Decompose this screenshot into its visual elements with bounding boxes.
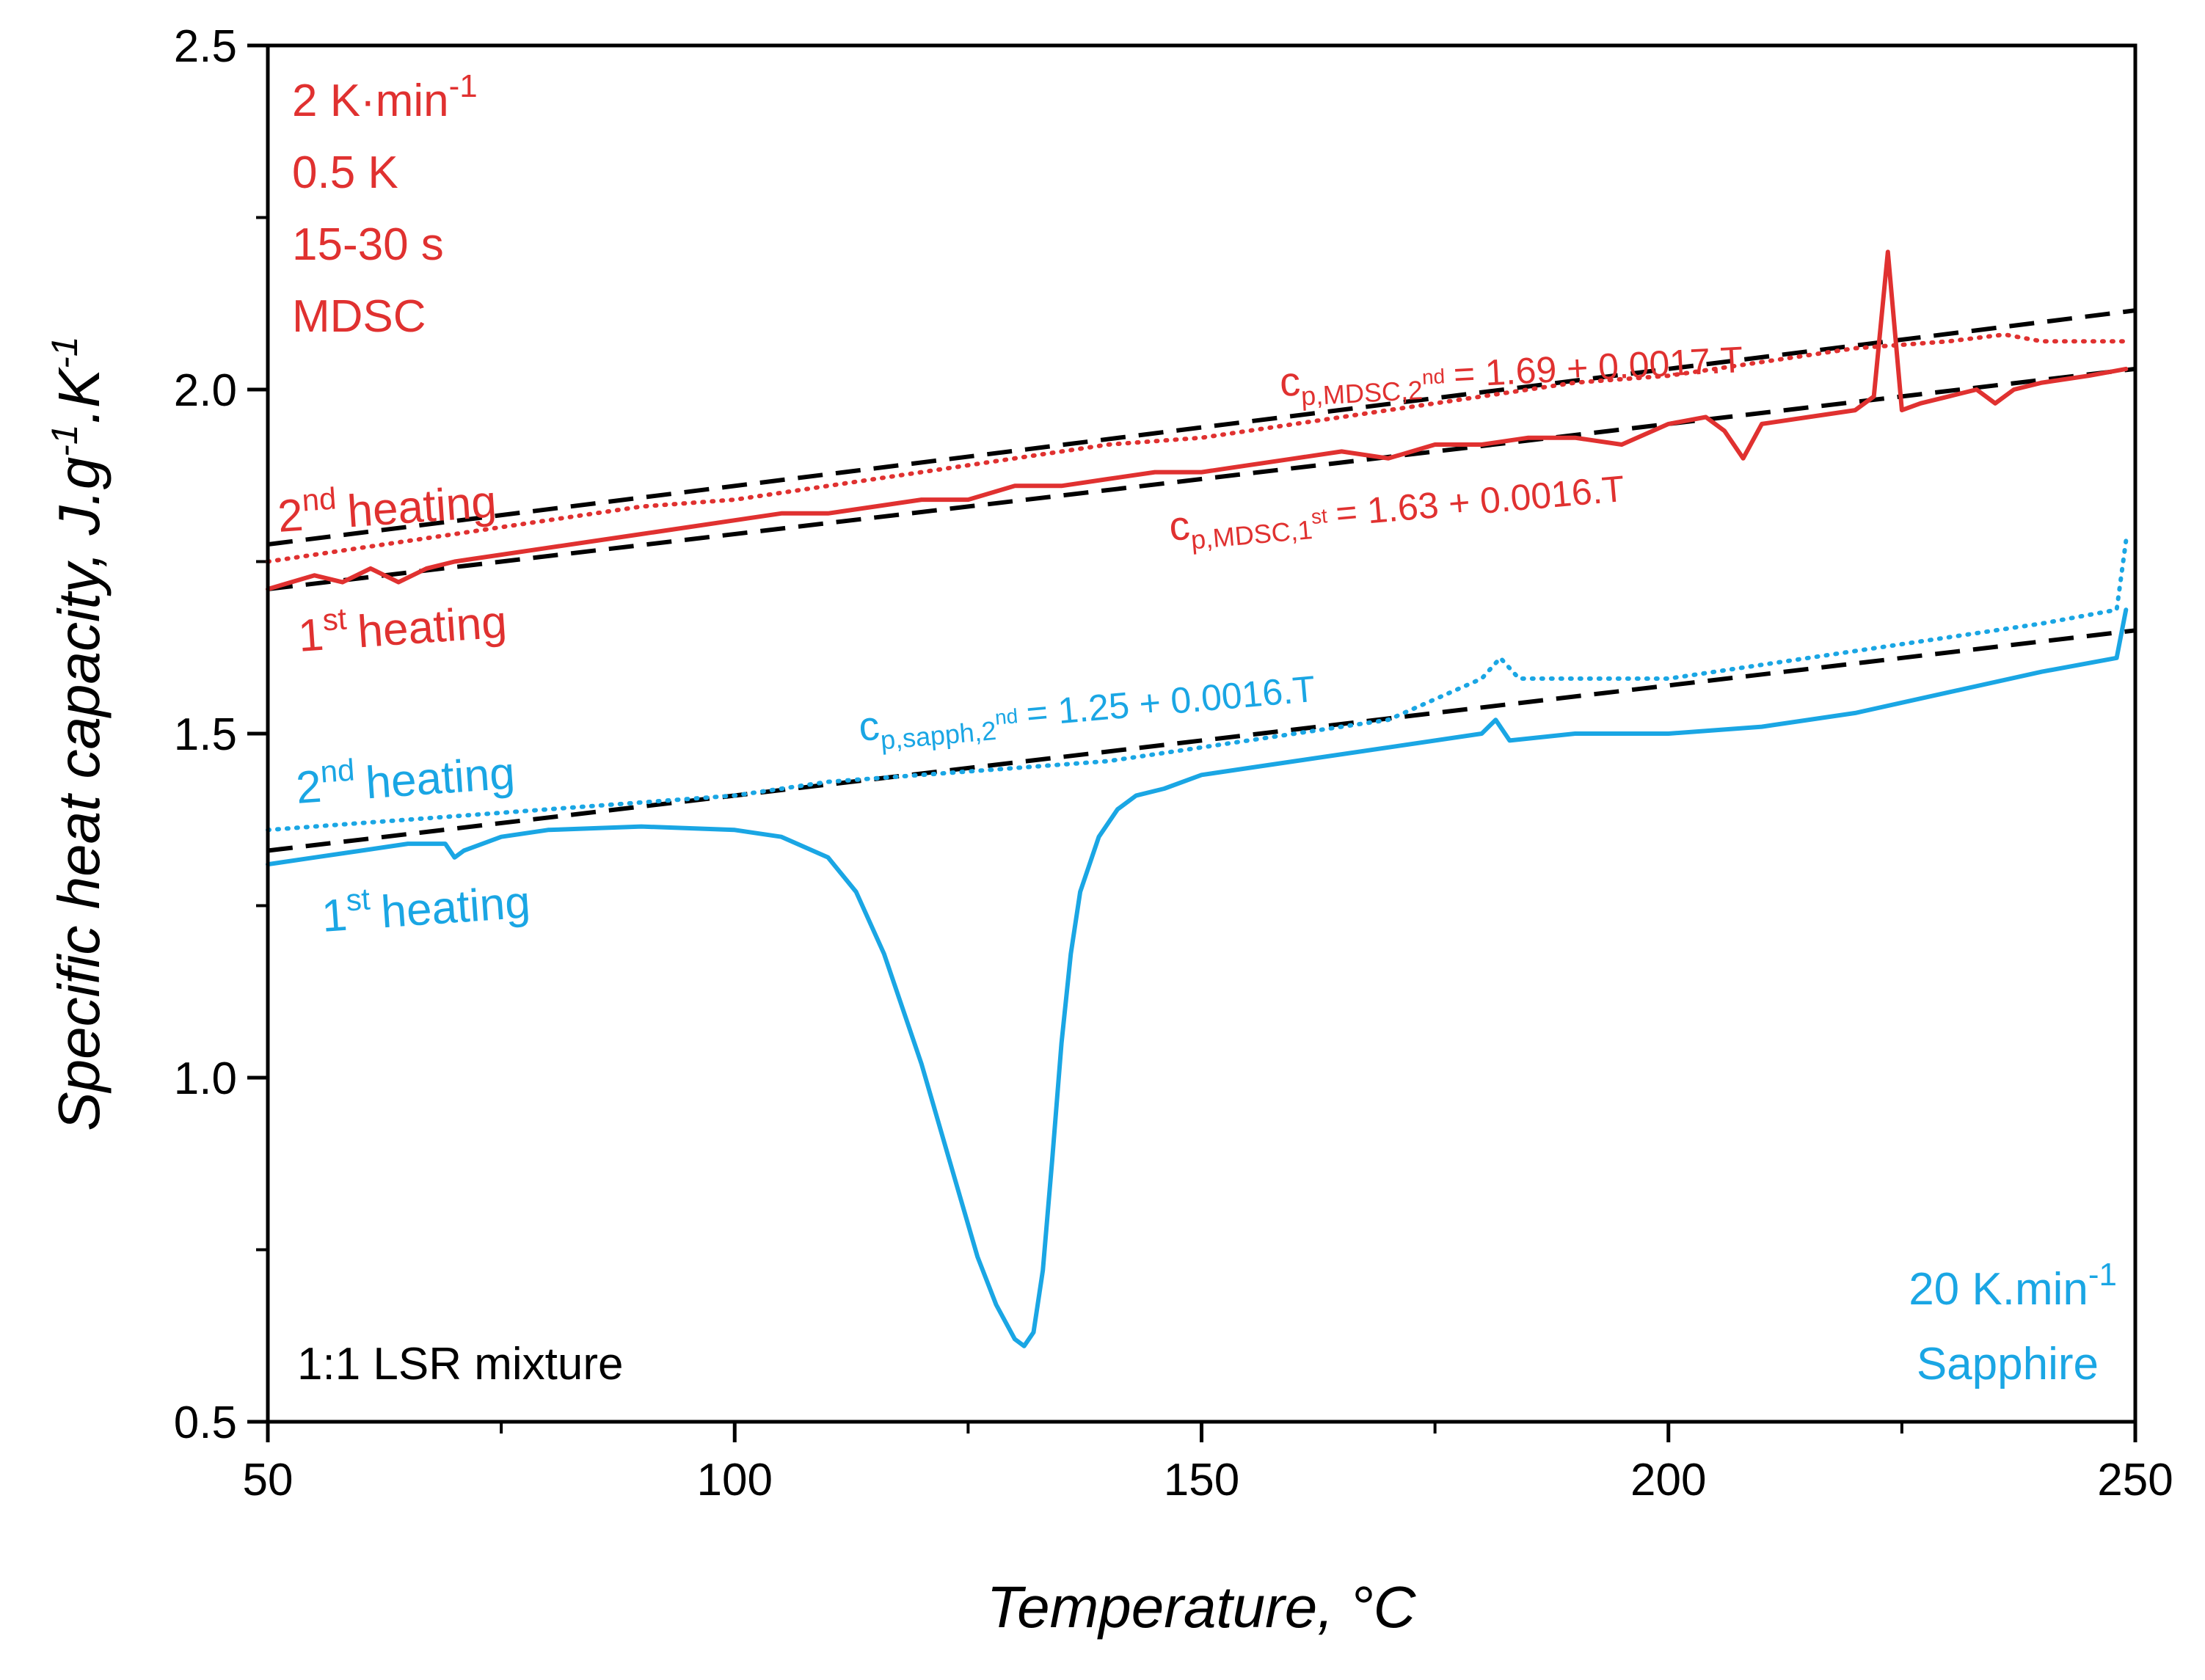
eq-sapph-2nd: cp,sapph,2nd = 1.25 + 0.0016.T xyxy=(857,664,1318,757)
series-mdsc-1st-heating xyxy=(266,249,2129,591)
y-axis-title-mid: .K xyxy=(46,366,112,424)
y-tick-label: 2.5 xyxy=(174,21,237,72)
mdsc-amplitude-label: 0.5 K xyxy=(292,147,398,198)
sapph-method-label: Sapphire xyxy=(1917,1339,2099,1389)
sapph-2nd-heating-label: 2nd heating xyxy=(294,741,517,814)
mdsc-period-label: 15-30 s xyxy=(292,219,444,270)
series-mdsc-2nd-heating xyxy=(266,332,2129,564)
x-axis-title: Temperature, °C xyxy=(987,1574,1417,1640)
y-axis-title-sup2: -1 xyxy=(44,336,85,368)
x-tick-label: 150 xyxy=(1164,1455,1239,1505)
y-tick-label: 0.5 xyxy=(174,1398,237,1448)
y-tick-label: 1.5 xyxy=(174,709,237,760)
data-series xyxy=(266,249,2129,1348)
plot-frame xyxy=(266,43,2137,1424)
mdsc-method-label: MDSC xyxy=(292,291,426,342)
series-sapphire-2nd-heating xyxy=(266,538,2129,833)
fit-line-2 xyxy=(267,366,2136,591)
sample-label: 1:1 LSR mixture xyxy=(297,1339,624,1389)
y-tick-label: 1.0 xyxy=(174,1053,237,1104)
mdsc-2nd-heating-label: 2nd heating xyxy=(276,470,498,542)
y-axis-title-main: Specific heat capacity, J.g xyxy=(46,457,112,1131)
x-tick-label: 50 xyxy=(243,1455,294,1505)
axis-ticks: 50 100 150 200 250 0.5 1.0 1.5 2.0 2.5 xyxy=(174,21,2173,1505)
mdsc-1st-heating-label: 1st heating xyxy=(296,590,509,662)
sapph-rate-label: 20 K.min-1 xyxy=(1909,1257,2117,1315)
y-tick-label: 2.0 xyxy=(174,365,237,416)
sapph-1st-heating-label: 1st heating xyxy=(320,870,532,942)
linear-fits xyxy=(267,308,2136,853)
eq-mdsc-1st: cp,MDSC,1st = 1.63 + 0.0016.T xyxy=(1167,464,1628,557)
mdsc-rate-label: 2 K·min-1 xyxy=(292,68,478,126)
eq-mdsc-2nd: cp,MDSC,2nd = 1.69 + 0.0017.T xyxy=(1278,335,1744,412)
x-tick-label: 200 xyxy=(1630,1455,1706,1505)
x-tick-label: 250 xyxy=(2097,1455,2173,1505)
series-sapphire-1st-heating xyxy=(266,607,2129,1348)
fit-line-1 xyxy=(267,308,2136,547)
fit-line-3 xyxy=(267,628,2136,853)
y-axis-title: Specific heat capacity, J.g-1.K-1 xyxy=(44,336,112,1131)
y-axis-title-sup1: -1 xyxy=(44,424,85,456)
x-tick-label: 100 xyxy=(697,1455,773,1505)
